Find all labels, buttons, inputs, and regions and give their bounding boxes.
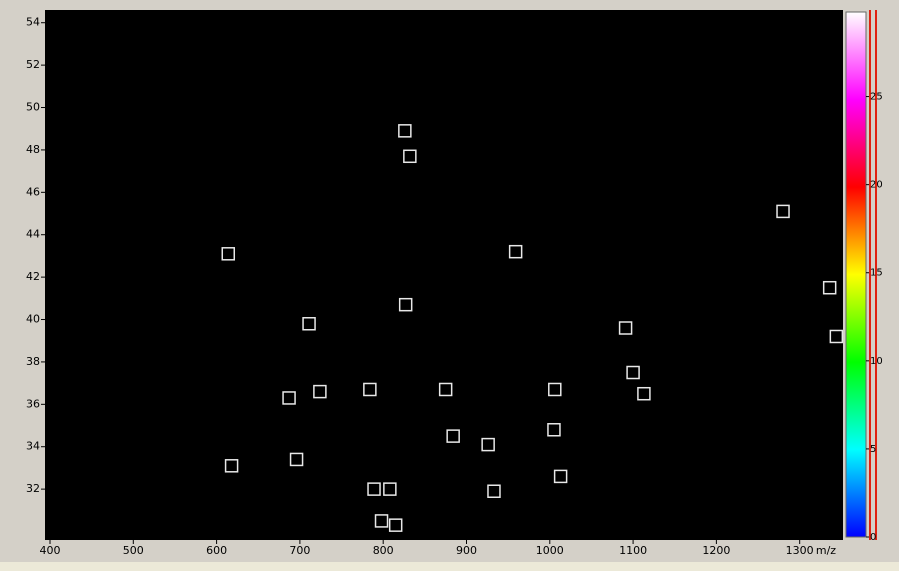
status-strip [0,562,899,571]
page: {"chart_data": { "type": "scatter", "x_l… [0,0,899,571]
colorbar-tick-label: 10 [870,356,883,367]
colorbar-tick-label: 25 [870,92,883,103]
y-tick-label: 32 [26,482,40,495]
y-tick-label: 34 [26,440,40,453]
chart: m/z 400500600700800900100011001200130032… [0,0,899,571]
y-tick-label: 42 [26,270,40,283]
x-tick-label: 700 [289,544,310,557]
y-tick-label: 54 [26,16,40,29]
x-tick-label: 1100 [619,544,647,557]
colorbar [846,12,866,537]
y-tick-label: 38 [26,355,40,368]
plot-area [45,10,843,540]
y-tick-label: 36 [26,397,40,410]
colorbar-tick-label: 5 [870,444,876,455]
x-tick-label: 400 [39,544,60,557]
x-tick-label: 900 [456,544,477,557]
x-tick-label: 1200 [702,544,730,557]
colorbar-tick-label: 20 [870,180,883,191]
x-tick-label: 600 [206,544,227,557]
y-tick-label: 46 [26,185,40,198]
x-tick-label: 1000 [536,544,564,557]
y-tick-label: 52 [26,58,40,71]
x-tick-label: 1300 [786,544,814,557]
colorbar-tick-label: 15 [870,268,883,279]
x-tick-label: 800 [373,544,394,557]
colorbar-tick-label: 0 [870,532,876,543]
y-tick-label: 40 [26,313,40,326]
y-tick-label: 50 [26,101,40,114]
y-tick-label: 44 [26,228,40,241]
x-tick-label: 500 [123,544,144,557]
x-axis-label: m/z [816,544,836,557]
y-tick-label: 48 [26,143,40,156]
